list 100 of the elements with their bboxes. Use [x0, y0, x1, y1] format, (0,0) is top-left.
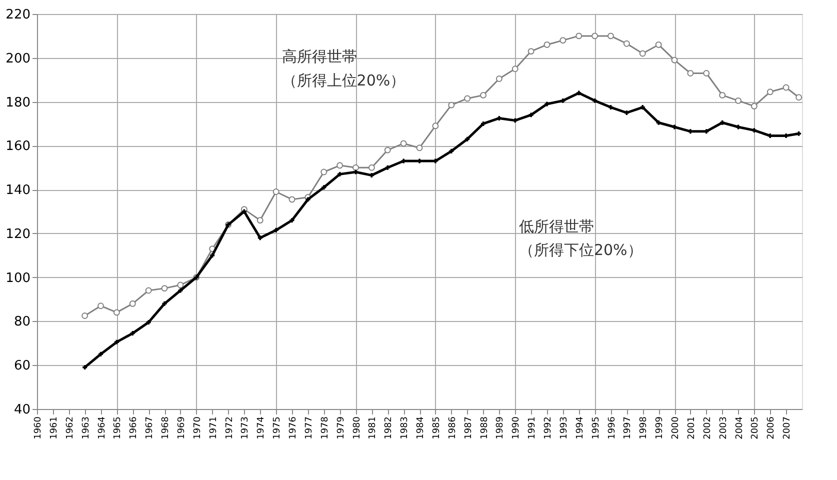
x-tick-label: 1963 — [81, 416, 92, 440]
point — [161, 285, 168, 292]
point — [796, 131, 802, 136]
point — [258, 236, 262, 240]
point — [290, 218, 294, 223]
point — [98, 352, 103, 356]
y-tick-label: 220 — [6, 8, 30, 22]
x-tick-label: 1983 — [400, 416, 410, 440]
point — [98, 302, 104, 310]
x-tick-label: 1961 — [49, 416, 60, 440]
x-tick-label: 1992 — [544, 416, 554, 440]
x-tick-label: 1970 — [192, 416, 203, 440]
x-tick-label: 1973 — [240, 416, 251, 440]
x-tick-label: 1989 — [496, 416, 506, 440]
point — [162, 301, 167, 306]
point — [736, 124, 740, 130]
x-tick-label: 1965 — [113, 416, 124, 440]
point — [766, 88, 774, 96]
x-tick-label: 2004 — [734, 416, 745, 440]
y-tick-label: 200 — [6, 51, 30, 66]
point — [655, 41, 662, 48]
point — [480, 92, 486, 98]
point — [544, 102, 550, 106]
point — [274, 228, 278, 232]
point — [796, 94, 802, 101]
point — [512, 118, 518, 123]
x-tick-label: 1995 — [591, 416, 602, 440]
y-tick-label: 180 — [6, 95, 30, 110]
point — [449, 148, 454, 154]
x-tick-label: 2007 — [782, 416, 793, 440]
point — [272, 188, 280, 195]
point — [687, 70, 694, 76]
x-tick-label: 2000 — [671, 416, 681, 440]
point — [113, 309, 120, 316]
point — [416, 144, 423, 152]
x-tick-label: 1972 — [224, 416, 235, 440]
y-tick-label: 80 — [14, 314, 30, 330]
x-tick-label: 2002 — [702, 416, 713, 440]
point — [130, 331, 135, 336]
annotation: （所得下位20%） — [518, 241, 642, 260]
x-tick-label: 1986 — [448, 416, 458, 440]
point — [288, 196, 296, 203]
point — [719, 92, 726, 98]
x-tick-label: 1968 — [161, 416, 171, 440]
x-tick-label: 1962 — [65, 416, 76, 440]
point — [177, 282, 184, 288]
x-tick-label: 1966 — [129, 416, 140, 440]
annotation: 低所得世帯 — [518, 217, 594, 236]
x-tick-label: 1967 — [145, 416, 156, 440]
x-tick-label: 1971 — [208, 416, 219, 440]
point — [432, 122, 439, 130]
x-tick-label: 1964 — [97, 416, 108, 440]
point — [352, 164, 359, 171]
x-tick-label: 1977 — [304, 416, 314, 440]
x-tick-label: 1987 — [464, 416, 474, 440]
point — [146, 320, 151, 325]
point — [129, 300, 136, 307]
x-tick-label: 1984 — [416, 416, 426, 440]
point — [385, 165, 390, 170]
point — [560, 98, 566, 103]
point — [703, 70, 710, 76]
point — [528, 112, 534, 118]
point — [448, 102, 455, 108]
x-tick-label: 1988 — [480, 416, 490, 440]
point — [672, 124, 677, 130]
point — [750, 102, 758, 110]
point — [576, 90, 582, 96]
x-tick-label: 1978 — [320, 416, 330, 440]
point — [256, 217, 264, 224]
point — [322, 185, 326, 190]
point — [592, 32, 598, 40]
y-tick-label: 60 — [14, 358, 30, 374]
point — [544, 41, 550, 48]
x-tick-label: 1960 — [34, 416, 44, 440]
point — [465, 136, 470, 142]
x-tick-label: 1981 — [368, 416, 378, 440]
y-tick-label: 120 — [6, 226, 30, 242]
x-tick-label: 1976 — [288, 416, 298, 440]
point — [623, 40, 630, 47]
x-tick-label: 1997 — [623, 416, 634, 440]
y-tick-label: 40 — [14, 402, 30, 418]
point — [671, 56, 678, 64]
x-tick-label: 1998 — [639, 416, 650, 440]
point — [560, 37, 566, 44]
point — [576, 32, 582, 40]
point — [400, 140, 407, 147]
annotation: （所得上位20%） — [282, 71, 406, 90]
point — [384, 146, 391, 154]
point — [178, 288, 183, 293]
point — [242, 209, 246, 214]
x-tick-label: 1975 — [272, 416, 283, 440]
point — [114, 340, 119, 344]
point — [782, 84, 790, 91]
x-tick-label: 1993 — [559, 416, 570, 440]
x-tick-label: 1994 — [575, 416, 586, 440]
point — [368, 164, 375, 171]
x-tick-label: 2003 — [718, 416, 729, 440]
point — [320, 168, 328, 176]
point — [306, 197, 310, 202]
x-tick-label: 1999 — [655, 416, 666, 440]
